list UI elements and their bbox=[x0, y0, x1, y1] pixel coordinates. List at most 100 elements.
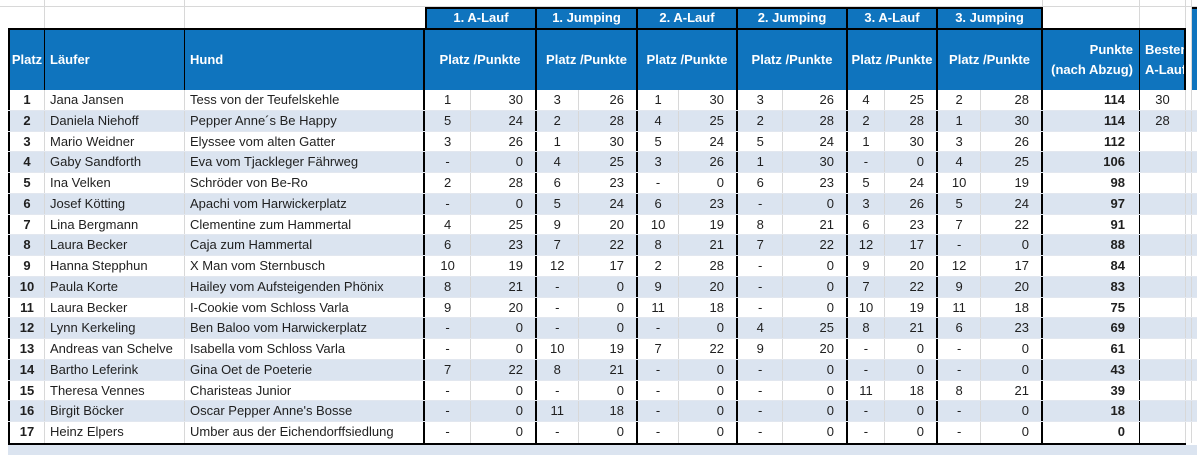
dog-name-cell[interactable]: Hailey vom Aufsteigenden Phönix bbox=[185, 276, 425, 297]
rank-cell[interactable]: 17 bbox=[8, 422, 45, 443]
punkte-nach-abzug-cell[interactable]: 61 bbox=[1043, 339, 1140, 359]
run-platz-cell[interactable]: 2 bbox=[425, 173, 472, 193]
run-punkte-cell[interactable]: 17 bbox=[909, 237, 924, 253]
run-platz-cell[interactable]: 2 bbox=[738, 110, 784, 131]
run-punkte-cell[interactable]: 21 bbox=[1014, 382, 1029, 398]
run-platz-cell[interactable]: 1 bbox=[537, 131, 579, 152]
run-punkte-cell[interactable]: 23 bbox=[1014, 320, 1029, 336]
handler-name-cell[interactable]: Bartho Leferink bbox=[45, 359, 185, 380]
run-platz-cell[interactable]: 7 bbox=[738, 235, 784, 255]
bester-a-lauf-cell[interactable] bbox=[1140, 214, 1186, 235]
run-platz-cell[interactable]: 7 bbox=[938, 214, 982, 235]
bester-a-lauf-cell[interactable]: 30 bbox=[1140, 90, 1186, 110]
rank-cell[interactable]: 5 bbox=[8, 173, 45, 193]
bester-a-lauf-cell[interactable] bbox=[1140, 380, 1186, 401]
run-platz-cell[interactable]: - bbox=[638, 173, 680, 193]
header-platz[interactable]: Platz bbox=[8, 28, 45, 90]
run-punkte-cell[interactable]: 0 bbox=[716, 424, 724, 439]
run-platz-cell[interactable]: 1 bbox=[738, 152, 784, 172]
run-punkte-cell[interactable]: 24 bbox=[1014, 195, 1029, 211]
run-platz-cell[interactable]: 4 bbox=[848, 90, 885, 110]
run-punkte-cell[interactable]: 18 bbox=[909, 382, 924, 398]
run-punkte-cell[interactable]: 28 bbox=[609, 112, 624, 128]
dog-name-cell[interactable]: Tess von der Teufelskehle bbox=[185, 90, 425, 110]
handler-name-cell[interactable]: Theresa Vennes bbox=[45, 380, 185, 401]
run-punkte-cell[interactable]: 26 bbox=[819, 92, 834, 107]
run-punkte-cell[interactable]: 23 bbox=[709, 195, 724, 211]
run-punkte-cell[interactable]: 19 bbox=[508, 258, 523, 273]
punkte-nach-abzug-cell[interactable]: 39 bbox=[1043, 380, 1140, 401]
run-platz-cell[interactable]: 4 bbox=[425, 214, 472, 235]
punkte-nach-abzug-cell[interactable]: 83 bbox=[1043, 276, 1140, 297]
run-platz-cell[interactable]: 10 bbox=[537, 339, 579, 359]
run-punkte-cell[interactable]: 21 bbox=[819, 216, 834, 232]
run-subheader-platz-punkte[interactable]: Platz /Punkte bbox=[848, 28, 938, 90]
run-platz-cell[interactable]: - bbox=[638, 380, 680, 401]
punkte-nach-abzug-cell[interactable]: 75 bbox=[1043, 297, 1140, 318]
run-group-header[interactable]: 2. A-Lauf bbox=[638, 7, 738, 28]
run-punkte-cell[interactable]: 0 bbox=[515, 341, 523, 356]
run-platz-cell[interactable]: - bbox=[537, 297, 579, 318]
run-platz-cell[interactable]: - bbox=[938, 422, 982, 443]
run-punkte-cell[interactable]: 0 bbox=[716, 361, 724, 377]
run-punkte-cell[interactable]: 0 bbox=[616, 299, 624, 315]
run-punkte-cell[interactable]: 0 bbox=[826, 361, 834, 377]
run-punkte-cell[interactable]: 26 bbox=[508, 133, 523, 149]
run-platz-cell[interactable]: - bbox=[425, 380, 472, 401]
run-punkte-cell[interactable]: 24 bbox=[819, 133, 834, 149]
run-platz-cell[interactable]: 6 bbox=[638, 193, 680, 214]
run-punkte-cell[interactable]: 0 bbox=[826, 299, 834, 315]
run-punkte-cell[interactable]: 0 bbox=[826, 195, 834, 211]
run-platz-cell[interactable]: 12 bbox=[938, 256, 982, 276]
run-platz-cell[interactable]: 11 bbox=[638, 297, 680, 318]
punkte-nach-abzug-cell[interactable]: 43 bbox=[1043, 359, 1140, 380]
run-platz-cell[interactable]: 11 bbox=[938, 297, 982, 318]
run-punkte-cell[interactable]: 0 bbox=[515, 320, 523, 336]
run-platz-cell[interactable]: 6 bbox=[738, 173, 784, 193]
run-punkte-cell[interactable]: 0 bbox=[916, 341, 924, 356]
rank-cell[interactable]: 6 bbox=[8, 193, 45, 214]
punkte-nach-abzug-cell[interactable]: 106 bbox=[1043, 152, 1140, 172]
run-platz-cell[interactable]: 9 bbox=[425, 297, 472, 318]
run-platz-cell[interactable]: 9 bbox=[537, 214, 579, 235]
run-punkte-cell[interactable]: 22 bbox=[819, 237, 834, 253]
run-punkte-cell[interactable]: 20 bbox=[709, 278, 724, 294]
run-punkte-cell[interactable]: 0 bbox=[826, 424, 834, 439]
run-punkte-cell[interactable]: 18 bbox=[1014, 299, 1029, 315]
header-hund[interactable]: Hund bbox=[185, 28, 425, 90]
run-punkte-cell[interactable]: 20 bbox=[909, 258, 924, 273]
header-laeufer[interactable]: Läufer bbox=[45, 28, 185, 90]
run-platz-cell[interactable]: 3 bbox=[938, 131, 982, 152]
run-platz-cell[interactable]: 5 bbox=[638, 131, 680, 152]
run-punkte-cell[interactable]: 28 bbox=[819, 112, 834, 128]
rank-cell[interactable]: 7 bbox=[8, 214, 45, 235]
run-punkte-cell[interactable]: 19 bbox=[609, 341, 624, 356]
punkte-nach-abzug-cell[interactable]: 88 bbox=[1043, 235, 1140, 255]
run-punkte-cell[interactable]: 0 bbox=[916, 154, 924, 170]
run-platz-cell[interactable]: - bbox=[425, 318, 472, 338]
run-punkte-cell[interactable]: 22 bbox=[709, 341, 724, 356]
handler-name-cell[interactable]: Lynn Kerkeling bbox=[45, 318, 185, 338]
run-platz-cell[interactable]: - bbox=[425, 193, 472, 214]
punkte-nach-abzug-cell[interactable]: 91 bbox=[1043, 214, 1140, 235]
run-punkte-cell[interactable]: 28 bbox=[508, 175, 523, 190]
dog-name-cell[interactable]: Charisteas Junior bbox=[185, 380, 425, 401]
run-platz-cell[interactable]: 2 bbox=[537, 110, 579, 131]
bester-a-lauf-cell[interactable] bbox=[1140, 297, 1186, 318]
run-platz-cell[interactable]: 10 bbox=[938, 173, 982, 193]
run-punkte-cell[interactable]: 22 bbox=[508, 361, 523, 377]
rank-cell[interactable]: 3 bbox=[8, 131, 45, 152]
run-group-header[interactable]: 3. A-Lauf bbox=[848, 7, 938, 28]
run-punkte-cell[interactable]: 18 bbox=[609, 403, 624, 419]
run-punkte-cell[interactable]: 0 bbox=[1021, 341, 1029, 356]
run-platz-cell[interactable]: - bbox=[938, 359, 982, 380]
run-punkte-cell[interactable]: 0 bbox=[1021, 403, 1029, 419]
handler-name-cell[interactable]: Laura Becker bbox=[45, 235, 185, 255]
run-punkte-cell[interactable]: 30 bbox=[1014, 112, 1029, 128]
run-punkte-cell[interactable]: 0 bbox=[616, 382, 624, 398]
run-platz-cell[interactable]: 6 bbox=[938, 318, 982, 338]
run-platz-cell[interactable]: 5 bbox=[738, 131, 784, 152]
run-punkte-cell[interactable]: 20 bbox=[609, 216, 624, 232]
run-platz-cell[interactable]: 10 bbox=[638, 214, 680, 235]
run-punkte-cell[interactable]: 19 bbox=[909, 299, 924, 315]
